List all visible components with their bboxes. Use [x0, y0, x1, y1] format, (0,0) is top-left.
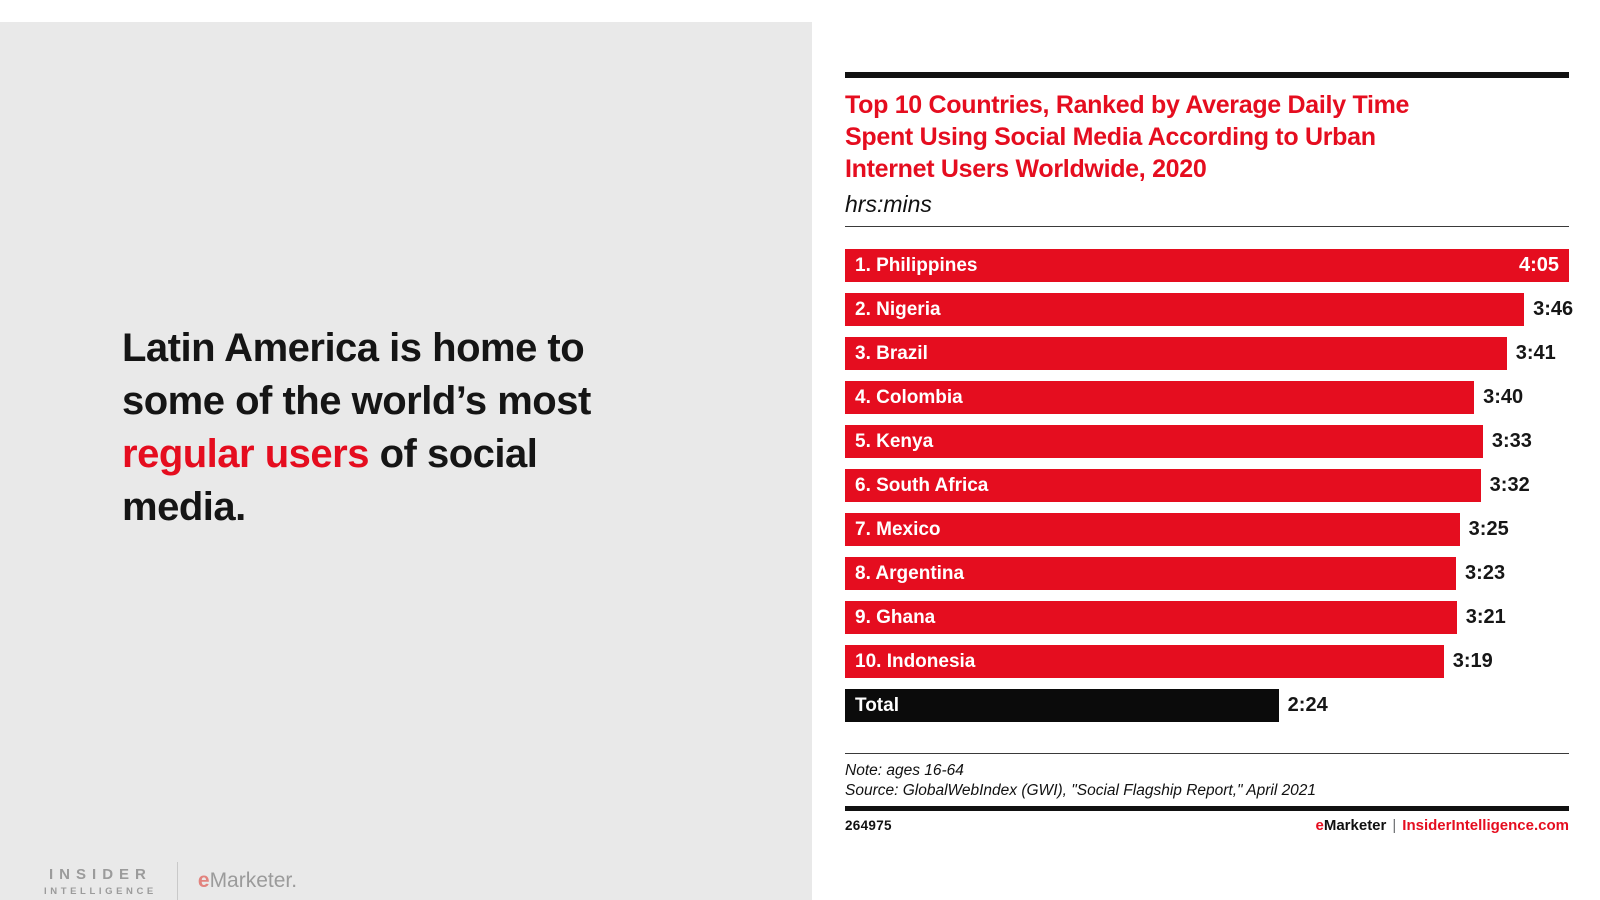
insider-wordmark: INSIDER	[49, 865, 152, 883]
emarketer-logo: eMarketer.	[198, 869, 297, 893]
bar-row-philippines: 1. Philippines 4:05	[845, 249, 1569, 282]
bar-value: 3:46	[1533, 298, 1574, 320]
bar-value: 3:32	[1489, 474, 1530, 496]
bar-label: 6. South Africa	[855, 474, 989, 496]
bar-row-mexico: 7. Mexico 3:25	[845, 513, 1569, 546]
chart-id: 264975	[845, 818, 892, 833]
bar-value: 3:21	[1465, 606, 1506, 628]
bar-label: 4. Colombia	[855, 386, 963, 408]
emarketer-logo-rest: Marketer.	[209, 869, 298, 892]
rule-under-unit	[845, 226, 1569, 227]
bar-philippines: 1. Philippines 4:05	[845, 249, 1569, 282]
bar-label: 2. Nigeria	[855, 298, 941, 320]
rule-above-note	[845, 753, 1569, 754]
bar-kenya: 5. Kenya	[845, 425, 1483, 458]
bar-label: 5. Kenya	[855, 430, 934, 452]
bar-mexico: 7. Mexico	[845, 513, 1460, 546]
bar-label: 3. Brazil	[855, 342, 928, 364]
bar-row-colombia: 4. Colombia 3:40	[845, 381, 1569, 414]
footer-brand: eMarketer | InsiderIntelligence.com	[1315, 817, 1569, 834]
bar-row-nigeria: 2. Nigeria 3:46	[845, 293, 1573, 326]
chart-footer: 264975 eMarketer | InsiderIntelligence.com	[845, 817, 1569, 834]
headline-text-after: of social media.	[122, 432, 538, 529]
chart-source: Source: GlobalWebIndex (GWI), "Social Fl…	[845, 782, 1317, 799]
headline-highlight: regular users	[122, 432, 369, 476]
bar-value: 3:19	[1452, 650, 1493, 672]
bar-value: 3:41	[1515, 342, 1556, 364]
bar-label: Total	[855, 694, 899, 716]
bar-label: 9. Ghana	[855, 606, 936, 628]
footer-separator: |	[1392, 817, 1397, 834]
headline: Latin America is home to some of the wor…	[122, 322, 656, 534]
footer-emarketer-e: e	[1315, 817, 1324, 834]
bar-brazil: 3. Brazil	[845, 337, 1507, 370]
unit-label: hrs:mins	[845, 191, 932, 217]
bar-label: 8. Argentina	[855, 562, 965, 584]
bar-row-indonesia: 10. Indonesia 3:19	[845, 645, 1569, 678]
bar-value: 3:40	[1483, 386, 1524, 408]
intelligence-wordmark: INTELLIGENCE	[44, 885, 157, 897]
bar-label: 7. Mexico	[855, 518, 941, 540]
bar-value: 4:05	[1518, 254, 1559, 276]
bar-row-south-africa: 6. South Africa 3:32	[845, 469, 1569, 502]
top-rule	[845, 72, 1569, 78]
bar-row-argentina: 8. Argentina 3:23	[845, 557, 1569, 590]
logo-divider	[176, 862, 178, 900]
bottom-rule	[845, 806, 1569, 811]
bar-nigeria: 2. Nigeria	[845, 293, 1525, 326]
bar-colombia: 4. Colombia	[845, 381, 1475, 414]
bar-row-ghana: 9. Ghana 3:21	[845, 601, 1569, 634]
bar-south-africa: 6. South Africa	[845, 469, 1481, 502]
bar-row-total: Total 2:24	[845, 689, 1569, 722]
insider-intelligence-logo: INSIDER INTELLIGENCE	[44, 866, 157, 897]
bar-value: 2:24	[1287, 694, 1328, 716]
bar-value: 3:33	[1491, 430, 1532, 452]
bar-row-brazil: 3. Brazil 3:41	[845, 337, 1569, 370]
bar-value: 3:23	[1465, 562, 1506, 584]
left-gray-panel: Latin America is home to some of the wor…	[0, 22, 812, 900]
bar-row-kenya: 5. Kenya 3:33	[845, 425, 1569, 458]
footer-emarketer-rest: Marketer	[1323, 817, 1387, 834]
chart-title-line-3: Internet Users Worldwide, 2020	[845, 155, 1207, 183]
chart-title: Top 10 Countries, Ranked by Average Dail…	[845, 89, 1569, 185]
brand-lockup: INSIDER INTELLIGENCE eMarketer.	[44, 862, 297, 900]
bar-ghana: 9. Ghana	[845, 601, 1457, 634]
bar-chart: 1. Philippines 4:05 2. Nigeria 3:46 3. B…	[845, 249, 1573, 722]
bar-indonesia: 10. Indonesia	[845, 645, 1444, 678]
chart-note: Note: ages 16-64	[845, 762, 964, 779]
footer-site-link[interactable]: InsiderIntelligence.com	[1402, 817, 1569, 834]
bar-total: Total	[845, 689, 1279, 722]
chart-panel: Top 10 Countries, Ranked by Average Dail…	[845, 72, 1573, 834]
bar-argentina: 8. Argentina	[845, 557, 1457, 590]
bar-label: 1. Philippines	[855, 254, 978, 276]
chart-title-line-2: Spent Using Social Media According to Ur…	[845, 123, 1376, 151]
emarketer-logo-e: e	[197, 869, 210, 892]
bar-label: 10. Indonesia	[855, 650, 976, 672]
headline-text-before: Latin America is home to some of the wor…	[122, 326, 591, 423]
bar-value: 3:25	[1468, 518, 1509, 540]
chart-title-line-1: Top 10 Countries, Ranked by Average Dail…	[845, 91, 1410, 119]
